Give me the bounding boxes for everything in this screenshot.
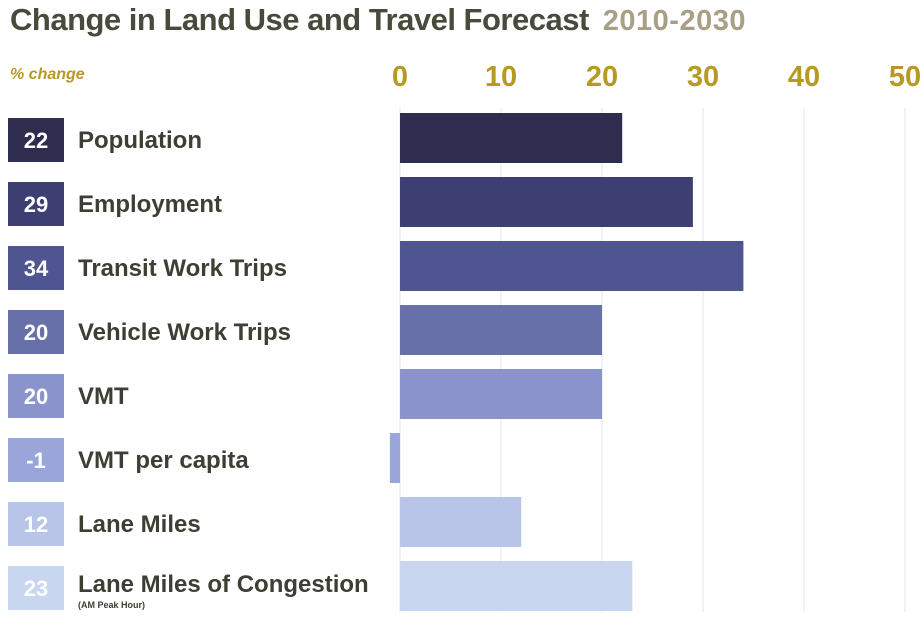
x-tick-label: 10 — [485, 61, 517, 93]
value-label: 20 — [24, 384, 48, 409]
category-note: (AM Peak Hour) — [78, 600, 145, 610]
value-badge — [8, 566, 64, 610]
value-badge — [8, 246, 64, 290]
x-tick-label: 0 — [392, 61, 408, 93]
value-label: 12 — [24, 512, 48, 537]
bar — [389, 433, 400, 483]
category-label: Vehicle Work Trips — [78, 319, 291, 346]
bar — [400, 497, 522, 547]
value-label: 29 — [24, 192, 48, 217]
chart-title-block: Change in Land Use and Travel Forecast 20… — [10, 2, 746, 38]
bar — [400, 241, 744, 291]
bar — [400, 305, 602, 355]
x-tick-label: 30 — [687, 61, 719, 93]
category-label: Transit Work Trips — [78, 255, 287, 282]
category-label: Lane Miles — [78, 511, 201, 538]
value-label: -1 — [26, 448, 46, 473]
value-badge — [8, 310, 64, 354]
category-label: Lane Miles of Congestion — [78, 571, 369, 598]
bar — [400, 561, 633, 611]
chart-subtitle: 2010-2030 — [602, 5, 746, 37]
chart-title: Change in Land Use and Travel Forecast — [10, 2, 589, 37]
category-label: Population — [78, 127, 202, 154]
category-label: VMT — [78, 383, 129, 410]
value-badge — [8, 438, 64, 482]
value-badge — [8, 118, 64, 162]
value-label: 20 — [24, 320, 48, 345]
category-label: Employment — [78, 191, 222, 218]
bar — [400, 369, 602, 419]
value-badge — [8, 374, 64, 418]
value-label: 34 — [24, 256, 49, 281]
value-badge — [8, 182, 64, 226]
x-tick-label: 20 — [586, 61, 618, 93]
x-tick-label: 50 — [889, 61, 921, 93]
bar — [400, 113, 623, 163]
category-label: VMT per capita — [78, 447, 249, 474]
x-tick-label: 40 — [788, 61, 820, 93]
percent-change-label: % change — [10, 66, 85, 83]
bar — [400, 177, 693, 227]
value-label: 23 — [24, 576, 48, 601]
value-label: 22 — [24, 128, 48, 153]
value-badge — [8, 502, 64, 546]
